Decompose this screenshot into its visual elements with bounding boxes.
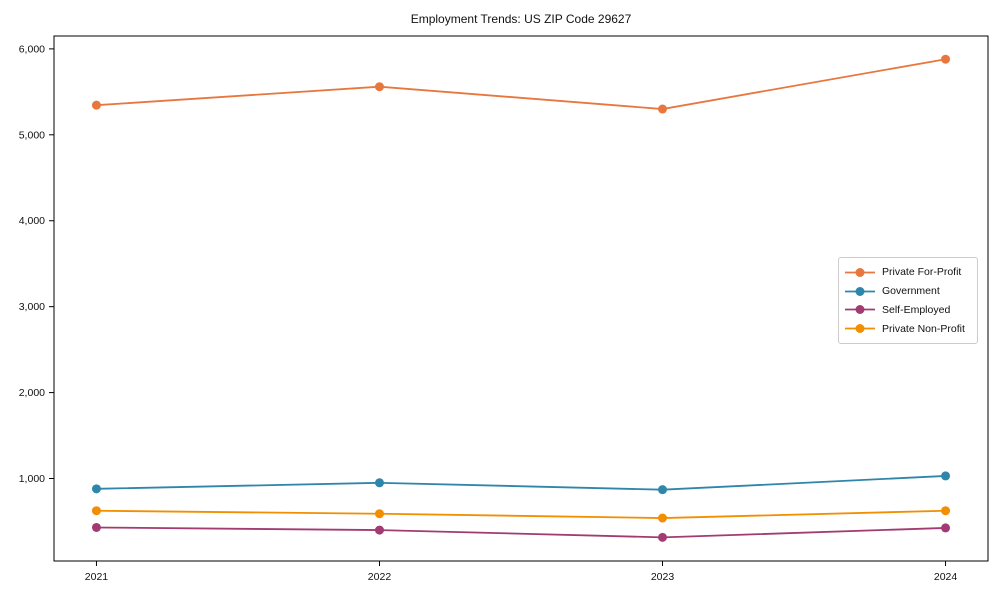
data-point-private-non-profit-2024 bbox=[941, 506, 951, 516]
series-line-private-for-profit bbox=[95, 58, 947, 110]
series-line-government bbox=[95, 475, 947, 491]
x-axis-tick-label: 2022 bbox=[368, 571, 392, 583]
legend-label: Government bbox=[882, 285, 940, 298]
data-point-government-2022 bbox=[374, 478, 384, 488]
data-point-private-for-profit-2023 bbox=[658, 104, 668, 114]
legend-marker-icon bbox=[845, 286, 875, 296]
data-point-private-for-profit-2021 bbox=[91, 100, 101, 110]
data-point-government-2024 bbox=[941, 471, 951, 481]
data-point-private-for-profit-2022 bbox=[374, 82, 384, 92]
legend-label: Private For-Profit bbox=[882, 266, 962, 279]
y-axis-tick-label: 3,000 bbox=[19, 301, 45, 313]
data-point-private-non-profit-2022 bbox=[374, 509, 384, 519]
data-point-government-2023 bbox=[658, 485, 668, 495]
legend-marker-icon bbox=[845, 267, 875, 277]
plot-border bbox=[53, 35, 989, 562]
data-point-private-non-profit-2021 bbox=[91, 506, 101, 516]
y-axis-tick-label: 5,000 bbox=[19, 129, 45, 141]
data-point-private-for-profit-2024 bbox=[941, 54, 951, 64]
x-axis-tick-label: 2023 bbox=[651, 571, 675, 583]
y-axis-tick-label: 6,000 bbox=[19, 43, 45, 55]
series-line-private-non-profit bbox=[95, 509, 947, 519]
x-axis-tick-label: 2021 bbox=[85, 571, 109, 583]
legend-marker-icon bbox=[845, 324, 875, 334]
legend-item-government: Government bbox=[845, 282, 970, 300]
y-axis-tick-label: 2,000 bbox=[19, 387, 45, 399]
legend-item-self-employed: Self-Employed bbox=[845, 301, 970, 319]
legend: Private For-Profit Government Self-Employe… bbox=[838, 257, 978, 344]
legend-item-private-non-profit: Private Non-Profit bbox=[845, 320, 970, 338]
legend-label: Private Non-Profit bbox=[882, 322, 965, 335]
data-point-self-employed-2023 bbox=[658, 532, 668, 542]
data-point-government-2021 bbox=[91, 484, 101, 494]
y-axis-tick-label: 1,000 bbox=[19, 473, 45, 485]
data-point-private-non-profit-2023 bbox=[658, 513, 668, 523]
series-line-self-employed bbox=[95, 526, 947, 539]
legend-item-private-for-profit: Private For-Profit bbox=[845, 263, 970, 281]
legend-label: Self-Employed bbox=[882, 303, 951, 316]
legend-marker-icon bbox=[845, 305, 875, 315]
data-point-self-employed-2021 bbox=[91, 522, 101, 532]
y-axis-tick-label: 4,000 bbox=[19, 215, 45, 227]
x-axis-tick-label: 2024 bbox=[934, 571, 958, 583]
chart-title: Employment Trends: US ZIP Code 29627 bbox=[410, 12, 632, 26]
data-point-self-employed-2024 bbox=[941, 523, 951, 533]
data-point-self-employed-2022 bbox=[374, 525, 384, 535]
